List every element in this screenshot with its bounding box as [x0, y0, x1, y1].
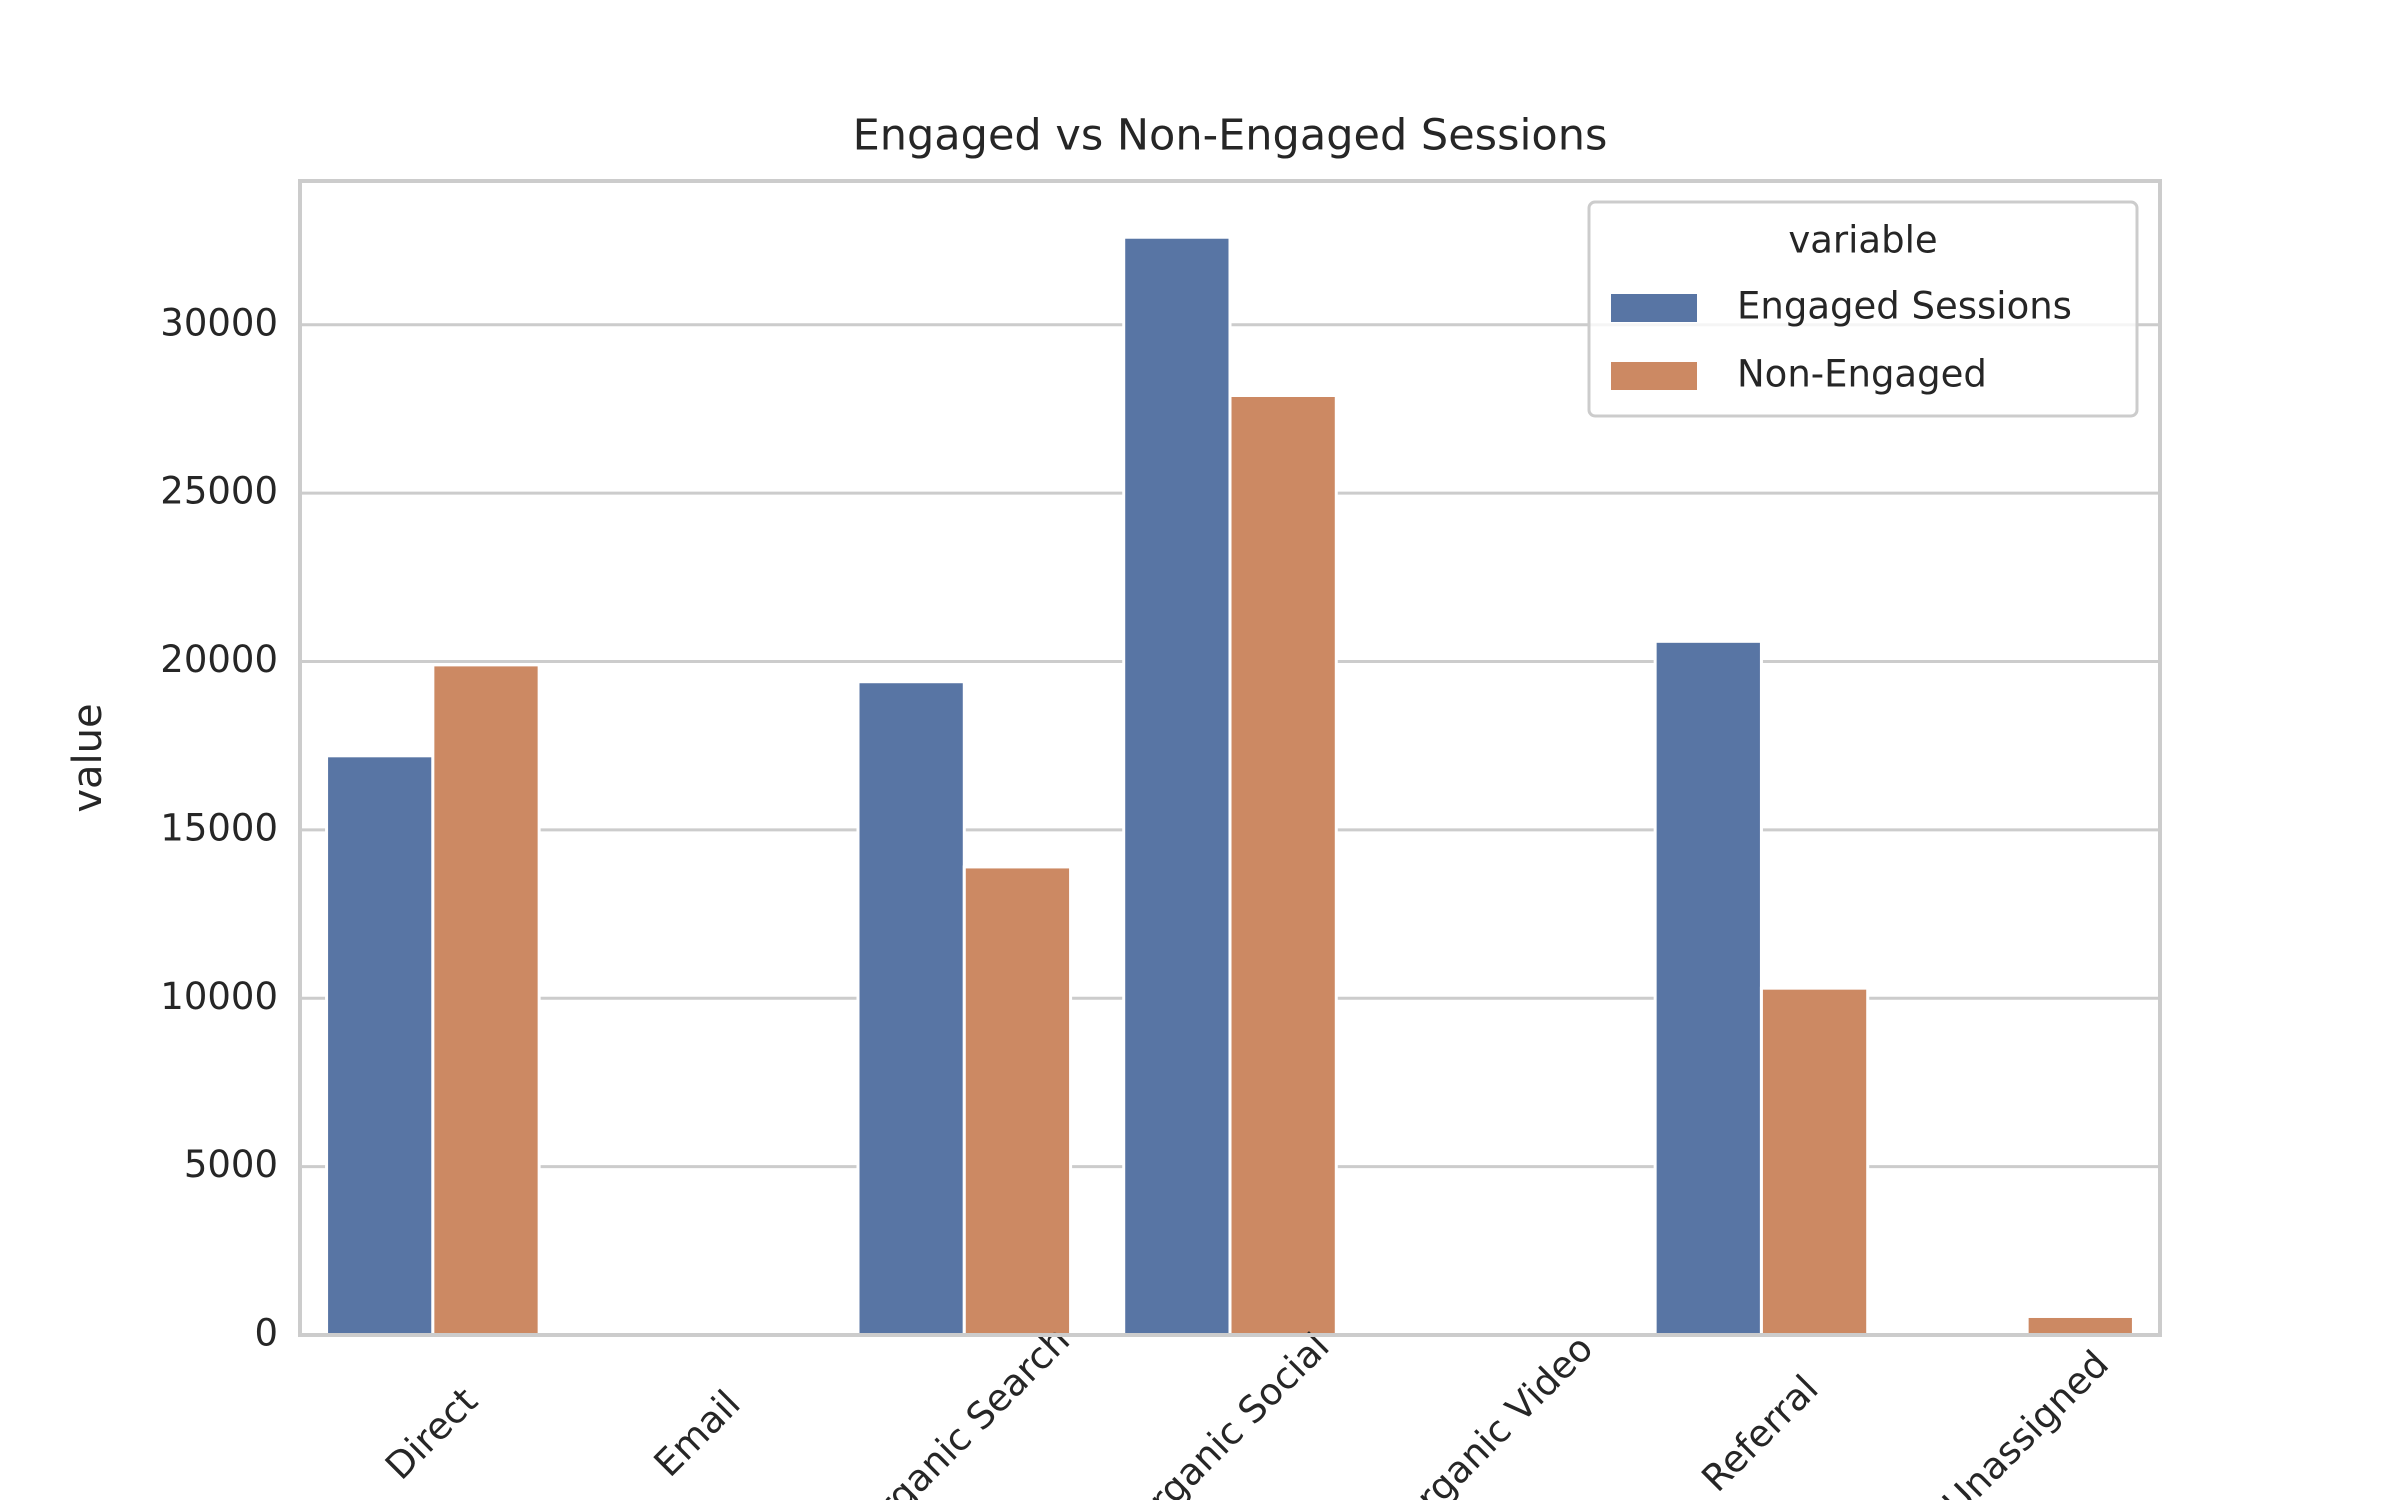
x-tick-label: Organic Search [848, 1318, 1078, 1500]
bar [1653, 639, 1763, 1337]
x-tick-label: Organic Video [1387, 1327, 1601, 1500]
y-tick-label: 15000 [160, 806, 278, 849]
bar [2025, 1314, 2135, 1337]
y-tick-label: 0 [254, 1312, 278, 1355]
y-tick-label: 10000 [160, 975, 278, 1018]
x-tick-label: Email [646, 1382, 749, 1485]
bar [325, 754, 435, 1337]
x-tick-label: Direct [377, 1379, 486, 1488]
x-tick-label: Referral [1693, 1367, 1826, 1500]
y-tick-label: 25000 [160, 470, 278, 513]
chart-title: Engaged vs Non-Engaged Sessions [853, 111, 1608, 161]
bar [962, 865, 1073, 1337]
legend-title: variable [1788, 219, 1937, 262]
legend-swatch [1611, 362, 1697, 390]
y-tick-label: 30000 [160, 301, 278, 344]
y-axis-label: value [65, 703, 111, 812]
bar [1759, 986, 1870, 1337]
axes-frame [298, 179, 2162, 1337]
y-tick-label: 20000 [160, 638, 278, 681]
x-tick-label: Organic Social [1120, 1325, 1338, 1500]
bar [1228, 394, 1338, 1337]
legend-label: Non-Engaged [1737, 353, 1987, 396]
legend-swatch [1611, 294, 1697, 322]
bar [1122, 235, 1232, 1337]
y-tick-label: 5000 [184, 1143, 278, 1186]
bar [431, 663, 541, 1337]
x-tick-label: Unassigned [1934, 1342, 2117, 1500]
legend-box [1587, 200, 2139, 418]
legend-label: Engaged Sessions [1737, 285, 2072, 328]
bar [856, 680, 966, 1337]
